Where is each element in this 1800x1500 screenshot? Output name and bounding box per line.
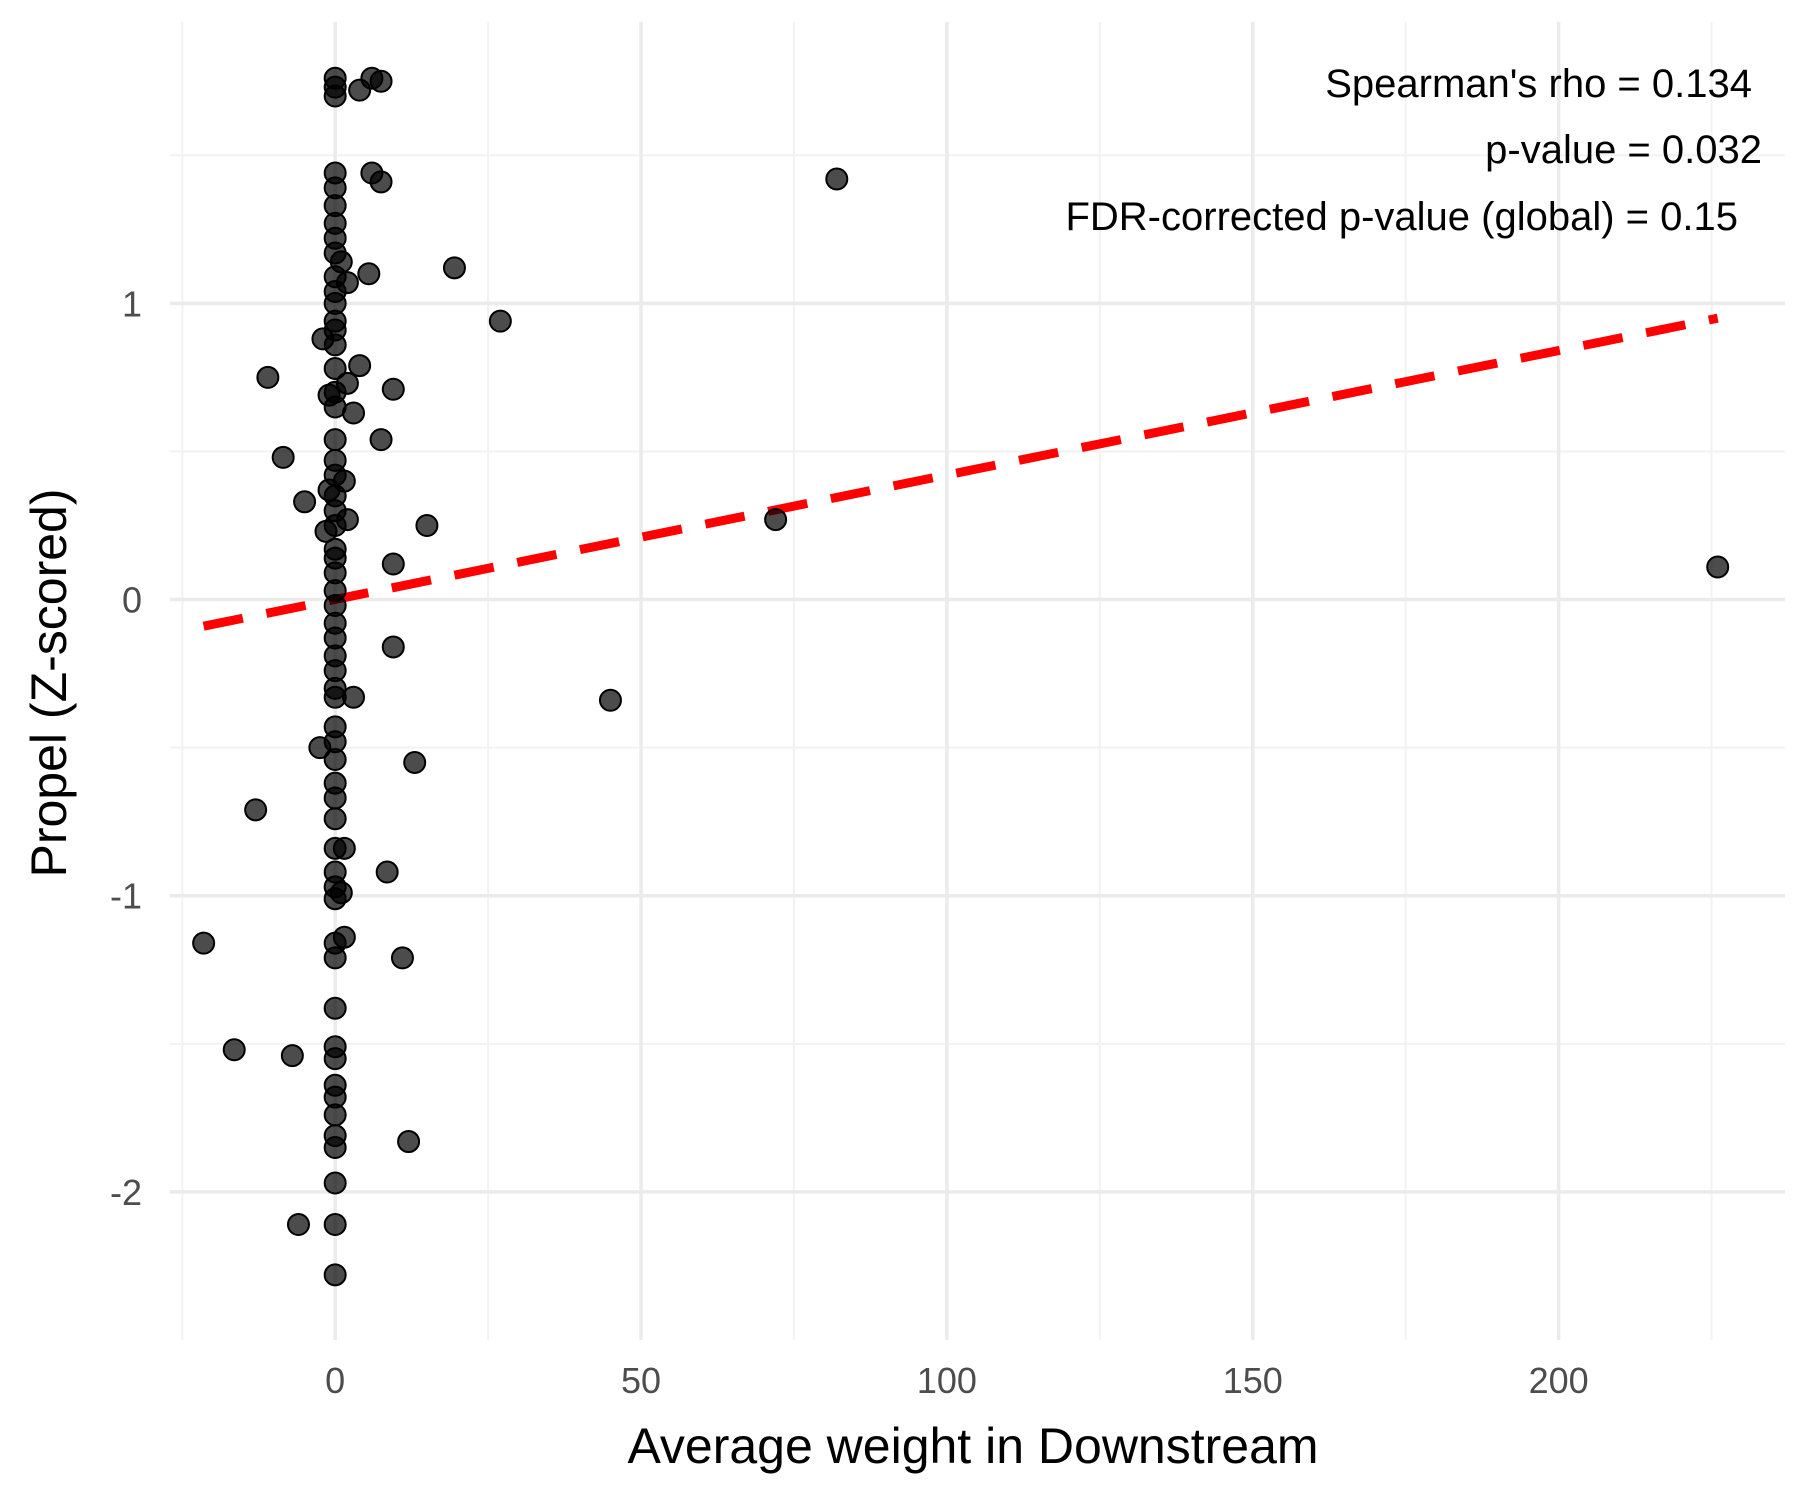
data-point [332,836,356,860]
x-axis-title: Average weight in Downstream [627,1418,1318,1474]
data-point [1706,555,1730,579]
data-point [488,309,512,333]
y-axis-title: Propel (Z-scored) [21,489,77,878]
x-tick-label: 200 [1529,1360,1589,1401]
data-point [323,1103,347,1127]
data-point [348,78,372,102]
data-point [323,1263,347,1287]
data-point [381,552,405,576]
data-point [271,445,295,469]
trend-line-layer [202,313,1719,631]
y-tick-label: 1 [122,283,142,324]
data-point [323,747,347,771]
data-point [323,807,347,831]
y-axis-tick-labels: -2 -1 0 1 [110,283,142,1213]
data-point [342,685,366,709]
data-point [381,635,405,659]
data-point [323,1212,347,1236]
minor-gridlines [170,22,1785,1340]
data-point [323,996,347,1020]
data-point [222,1038,246,1062]
x-tick-label: 0 [325,1360,345,1401]
data-point [323,887,347,911]
data-point [442,256,466,280]
x-tick-label: 150 [1223,1360,1283,1401]
data-point [390,946,414,970]
data-point [323,428,347,452]
data-point [598,688,622,712]
data-point [308,736,332,760]
data-point [357,262,381,286]
y-tick-label: 0 [122,580,142,621]
data-point [314,519,338,543]
data-point [348,354,372,378]
data-point [280,1044,304,1068]
data-point [342,401,366,425]
x-tick-label: 50 [621,1360,661,1401]
data-point [256,365,280,389]
data-point [381,377,405,401]
y-tick-label: -2 [110,1172,142,1213]
y-tick-label: -1 [110,876,142,917]
annotation-p-value: p-value = 0.032 [1485,128,1762,172]
data-point [403,750,427,774]
data-point [323,84,347,108]
data-point [375,860,399,884]
data-point [323,1135,347,1159]
data-point [369,170,393,194]
data-point [244,798,268,822]
data-point [369,428,393,452]
data-point [397,1130,421,1154]
data-point [323,1171,347,1195]
annotation-fdr-p-value: FDR-corrected p-value (global) = 0.15 [1065,195,1738,239]
x-tick-label: 100 [917,1360,977,1401]
data-points [192,66,1730,1287]
data-point [323,357,347,381]
annotation-spearman-rho: Spearman's rho = 0.134 [1325,62,1752,106]
data-point [323,333,347,357]
data-point [825,167,849,191]
annotations: Spearman's rho = 0.134 p-value = 0.032 F… [1065,62,1762,239]
data-point [323,786,347,810]
data-point [323,946,347,970]
data-point [764,508,788,532]
data-point [293,490,317,514]
data-point [415,514,439,538]
x-axis-tick-labels: 0 50 100 150 200 [325,1360,1589,1401]
data-point [323,1047,347,1071]
data-point [192,931,216,955]
regression-trend-line [202,313,1719,631]
data-point [286,1212,310,1236]
data-point [369,69,393,93]
